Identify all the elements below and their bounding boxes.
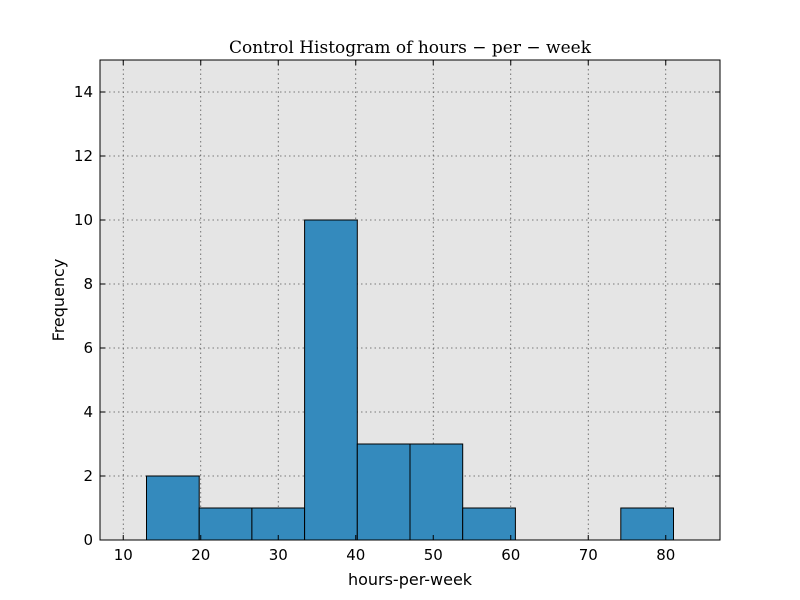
x-tick-label: 80 <box>656 546 675 564</box>
y-tick-label: 0 <box>83 531 93 549</box>
x-tick-label: 20 <box>191 546 210 564</box>
y-tick-label: 4 <box>83 403 93 421</box>
histogram-bar <box>146 475 200 541</box>
plot-frame <box>99 59 721 541</box>
histogram-bar <box>198 507 253 541</box>
y-axis-label: Frequency <box>49 259 68 342</box>
y-tick-label: 14 <box>74 83 93 101</box>
y-tick-label: 12 <box>74 147 93 165</box>
histogram-bar <box>462 507 516 541</box>
histogram-bar <box>251 507 306 541</box>
x-tick-label: 40 <box>346 546 365 564</box>
x-tick-label: 50 <box>424 546 443 564</box>
x-tick-label: 30 <box>269 546 288 564</box>
histogram-bar <box>409 443 464 541</box>
histogram-bar <box>620 507 674 541</box>
y-tick-label: 10 <box>74 211 93 229</box>
histogram-bar <box>304 219 358 541</box>
x-tick-label: 70 <box>579 546 598 564</box>
x-axis-label: hours-per-week <box>348 570 473 589</box>
x-tick-label: 60 <box>501 546 520 564</box>
y-tick-label: 6 <box>83 339 93 357</box>
y-tick-label: 2 <box>83 467 93 485</box>
chart-title: Control Histogram of hours − per − week <box>229 38 592 58</box>
axis-ticks: 10 20 30 40 50 60 70 80 0 2 4 6 8 10 12 14 <box>74 60 720 564</box>
x-tick-label: 10 <box>114 546 133 564</box>
histogram-bar <box>356 443 411 541</box>
y-tick-label: 8 <box>83 275 93 293</box>
